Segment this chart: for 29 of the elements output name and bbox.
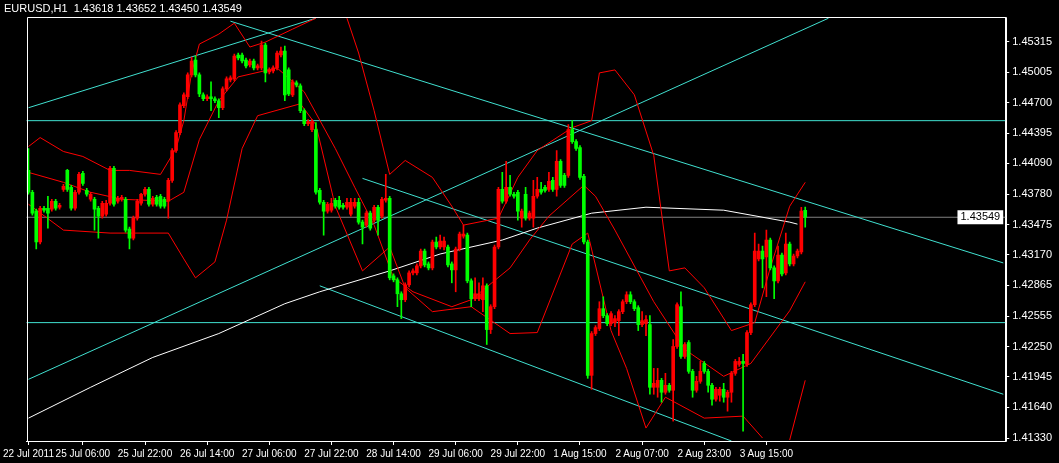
y-tick-label: 1.44090 xyxy=(1012,156,1052,169)
x-tick-label: 25 Jul 06:00 xyxy=(55,447,111,459)
y-tick-label: 1.45315 xyxy=(1012,34,1052,47)
y-tick-label: 1.41640 xyxy=(1012,400,1052,413)
x-tick-label: 29 Jul 22:00 xyxy=(490,447,546,459)
y-tick-label: 1.41945 xyxy=(1012,369,1052,382)
x-tick-label: 1 Aug 15:00 xyxy=(553,447,608,459)
x-tick-label: 28 Jul 14:00 xyxy=(366,447,422,459)
y-tick-label: 1.42555 xyxy=(1012,309,1052,322)
x-tick-label: 29 Jul 06:00 xyxy=(428,447,484,459)
y-tick-label: 1.42865 xyxy=(1012,278,1052,291)
x-tick-label: 3 Aug 15:00 xyxy=(739,447,794,459)
x-tick-label: 2 Aug 23:00 xyxy=(677,447,732,459)
y-tick-label: 1.44700 xyxy=(1012,95,1052,108)
x-tick-label: 26 Jul 14:00 xyxy=(179,447,235,459)
y-tick-label: 1.43780 xyxy=(1012,187,1052,200)
y-tick-label: 1.44395 xyxy=(1012,126,1052,139)
x-tick-label: 22 Jul 2011 xyxy=(3,447,55,459)
y-tick-label: 1.43170 xyxy=(1012,248,1052,260)
ref-line-label: 1.43549 xyxy=(960,210,1001,223)
x-tick-label: 27 Jul 22:00 xyxy=(304,447,360,459)
x-tick-label: 27 Jul 06:00 xyxy=(242,447,297,459)
x-tick-label: 25 Jul 22:00 xyxy=(117,447,173,459)
y-tick-label: 1.43475 xyxy=(1012,217,1052,230)
x-tick-label: 2 Aug 07:00 xyxy=(615,447,670,459)
y-tick-label: 1.42250 xyxy=(1012,339,1052,352)
y-tick-label: 1.45005 xyxy=(1012,65,1052,78)
y-tick-label: 1.41330 xyxy=(1012,431,1052,444)
chart-title: EURUSD,H1 1.43618 1.43652 1.43450 1.43549 xyxy=(4,1,242,14)
